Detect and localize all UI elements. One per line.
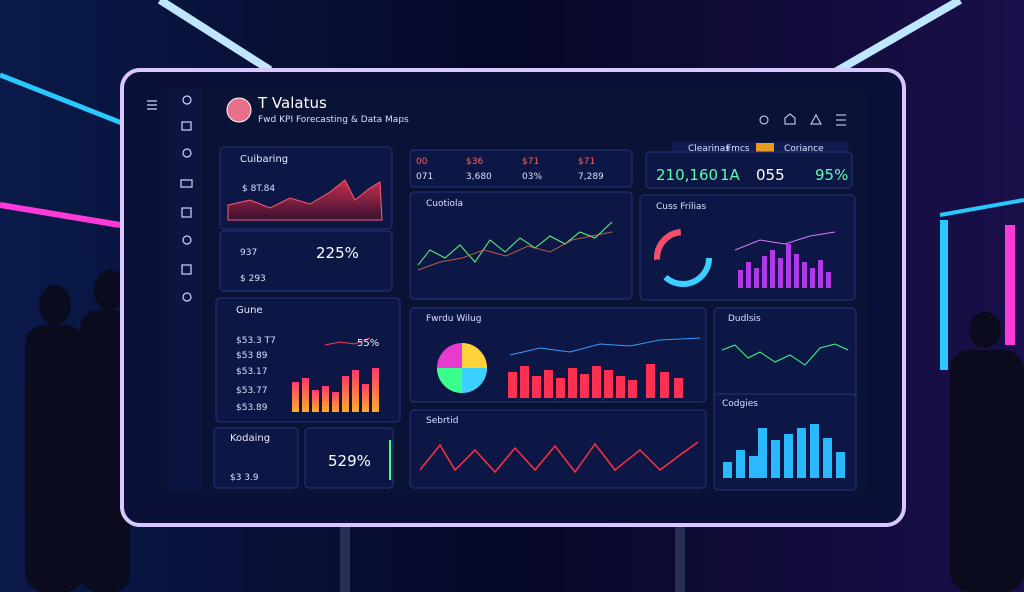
texts: Cuibaring $ 8T.84 937 $ 293 225% Gune $5… — [230, 154, 848, 483]
toolbar-item[interactable]: Fmcs — [726, 144, 750, 154]
panel-title: Dudlsis — [728, 314, 761, 324]
avatar — [226, 97, 252, 123]
kpi-value: 95% — [815, 166, 848, 184]
kpi-value: 03% — [522, 172, 542, 182]
row: $53.89 — [236, 403, 268, 413]
subtitle: Fwd KPI Forecasting & Data Maps — [258, 115, 409, 125]
big-value: 529% — [328, 452, 371, 470]
kpi-value: 7,289 — [578, 172, 604, 182]
kpi-value: 3,680 — [466, 172, 492, 182]
panel-title: Cuibaring — [240, 154, 288, 165]
panel-title: Sebrtid — [426, 416, 458, 426]
row: $53.77 — [236, 386, 268, 396]
panel-title: Cuotiola — [426, 199, 463, 209]
title: T Valatus — [257, 94, 327, 112]
big-value: 55% — [357, 338, 379, 349]
panel-title: Fwrdu Wilug — [426, 314, 481, 324]
panel-title: Codgies — [722, 399, 758, 409]
kpi-value: 071 — [416, 172, 433, 182]
kpi-label: $71 — [578, 157, 595, 167]
stand — [340, 520, 350, 592]
kpi-value: 1A — [720, 166, 741, 184]
kpi-label: 00 — [416, 157, 428, 167]
pie — [437, 343, 487, 393]
toolbar-item[interactable]: Clearinas — [688, 144, 730, 154]
decorative-charts — [227, 179, 849, 480]
row: $53.17 — [236, 367, 268, 377]
toolbar: Clearinas Fmcs Coriance — [672, 113, 848, 154]
kpi-label: $36 — [466, 157, 483, 167]
row: $53 89 — [236, 351, 268, 361]
stand — [675, 520, 685, 592]
people-silhouettes — [25, 270, 1024, 592]
kpi-label: $71 — [522, 157, 539, 167]
panel-title: Cuss Frilias — [656, 202, 706, 212]
value: 937 — [240, 248, 257, 258]
big-value: 225% — [316, 244, 359, 262]
kpi-value: 210,160 — [656, 166, 718, 184]
panel-title: Kodaing — [230, 433, 270, 444]
sidebar — [147, 90, 202, 490]
row: $53.3 T7 — [236, 336, 276, 346]
ceiling-lights — [0, 0, 1024, 370]
value: $ 8T.84 — [242, 184, 275, 194]
panel-title: Gune — [236, 305, 263, 316]
value: $ 293 — [240, 274, 266, 284]
kpi-value: 055 — [756, 166, 785, 184]
toolbar-item[interactable]: Coriance — [784, 144, 824, 154]
value: $3 3.9 — [230, 473, 259, 483]
